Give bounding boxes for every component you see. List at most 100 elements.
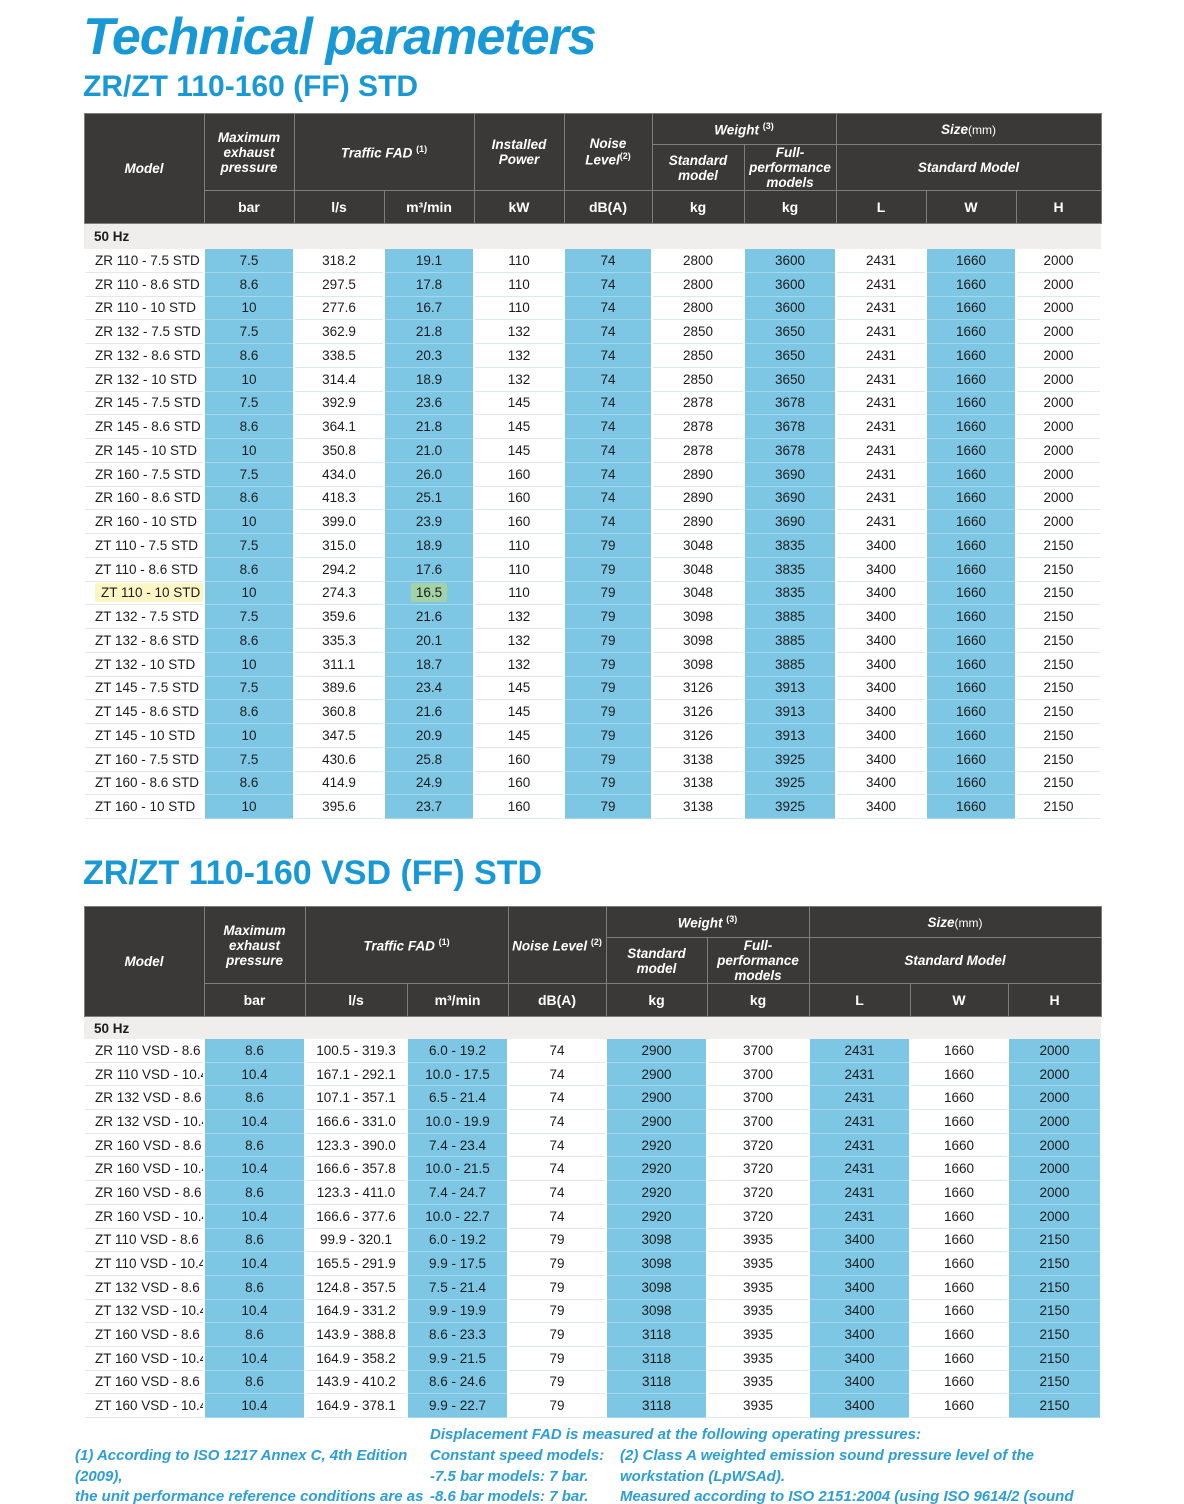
value-cell: 8.6 - 23.3	[405, 1322, 510, 1347]
model-cell: ZT 160 - 10 STD	[83, 794, 205, 819]
model-cell: ZT 160 - 7.5 STD	[83, 747, 205, 772]
value-cell: 3400	[808, 1228, 912, 1253]
value-cell: 399.0	[293, 509, 385, 534]
value-cell: 1660	[925, 391, 1018, 416]
value-cell: 1660	[909, 1062, 1010, 1087]
value-cell: 347.5	[293, 723, 385, 748]
value-cell: 2000	[1015, 249, 1103, 273]
col-noise-level: Noise Level(2)	[563, 113, 653, 191]
value-cell: 389.6	[293, 676, 385, 701]
value-cell: 2150	[1015, 747, 1103, 772]
value-cell: 3690	[743, 486, 838, 511]
value-cell: 3935	[706, 1322, 811, 1347]
value-cell: 145	[473, 414, 566, 439]
value-cell: 2000	[1007, 1062, 1103, 1087]
value-cell: 16.5	[382, 581, 476, 606]
value-cell: 8.6	[203, 1322, 306, 1347]
value-cell: 3700	[706, 1085, 811, 1111]
model-cell: ZR 110 - 10 STD	[83, 296, 205, 321]
model-cell: ZR 132 - 7.5 STD	[83, 319, 205, 344]
value-cell: 1660	[925, 699, 1018, 724]
model-cell: ZR 110 - 7.5 STD	[83, 249, 205, 273]
value-cell: 164.9 - 378.1	[304, 1393, 408, 1418]
value-cell: 110	[473, 533, 566, 558]
value-cell: 2150	[1015, 699, 1103, 724]
value-cell: 7.5	[203, 533, 295, 558]
value-cell: 2000	[1007, 1109, 1103, 1134]
value-cell: 165.5 - 291.9	[304, 1251, 408, 1276]
value-cell: 100.5 - 319.3	[304, 1039, 408, 1063]
value-cell: 79	[563, 628, 654, 653]
col-weight-standard: Standard model	[605, 937, 708, 984]
value-cell: 3400	[835, 557, 928, 582]
value-cell: 10.4	[203, 1062, 306, 1087]
frequency-section-row: 50 Hz	[84, 1016, 1102, 1039]
value-cell: 166.6 - 377.6	[304, 1204, 408, 1229]
value-cell: 2000	[1015, 343, 1103, 368]
value-cell: 8.6	[203, 1039, 306, 1063]
value-cell: 3126	[651, 676, 746, 701]
model-cell: ZR 110 VSD - 8.6 STD	[83, 1039, 205, 1063]
value-cell: 25.8	[382, 747, 476, 772]
value-cell: 24.9	[382, 771, 476, 796]
frequency-label: 50 Hz	[84, 1016, 1102, 1039]
page: Technical parameters ZR/ZT 110-160 (FF) …	[75, 8, 1103, 1504]
model-cell: ZR 132 - 8.6 STD	[83, 343, 205, 368]
value-cell: 160	[473, 486, 566, 511]
value-cell: 395.6	[293, 794, 385, 819]
value-cell: 1660	[925, 723, 1018, 748]
model-cell: ZT 110 VSD - 10.4 STD	[83, 1251, 205, 1276]
value-cell: 3400	[835, 652, 928, 677]
model-cell: ZR 145 - 10 STD	[83, 438, 205, 463]
value-cell: 10.0 - 19.9	[405, 1109, 510, 1134]
value-cell: 18.7	[382, 652, 476, 677]
value-cell: 79	[507, 1299, 608, 1324]
col-weight: Weight (3)	[605, 906, 810, 938]
value-cell: 2150	[1007, 1393, 1103, 1418]
value-cell: 2150	[1015, 628, 1103, 653]
model-cell: ZT 110 - 10 STD	[83, 581, 205, 606]
value-cell: 3925	[743, 771, 838, 796]
value-cell: 3400	[835, 604, 928, 629]
value-cell: 23.4	[382, 676, 476, 701]
value-cell: 2000	[1007, 1085, 1103, 1111]
value-cell: 166.6 - 331.0	[304, 1109, 408, 1134]
value-cell: 74	[563, 343, 654, 368]
value-cell: 314.4	[293, 367, 385, 392]
value-cell: 2431	[835, 296, 928, 321]
value-cell: 3935	[706, 1251, 811, 1276]
value-cell: 2150	[1015, 723, 1103, 748]
value-cell: 110	[473, 557, 566, 582]
value-cell: 3913	[743, 699, 838, 724]
unit-l: L	[808, 983, 911, 1017]
col-size: Size(mm)	[808, 906, 1102, 938]
value-cell: 79	[563, 676, 654, 701]
value-cell: 10	[203, 581, 295, 606]
value-cell: 2431	[835, 462, 928, 487]
value-cell: 2000	[1015, 486, 1103, 511]
value-cell: 3835	[743, 581, 838, 606]
table-row: ZT 110 - 8.6 STD 8.6 294.2 17.6 110 79 3048 383…	[83, 557, 1103, 582]
value-cell: 2431	[835, 367, 928, 392]
value-cell: 124.8 - 357.5	[304, 1275, 408, 1300]
table-row: ZT 132 - 8.6 STD 8.6 335.3 20.1 132 79 3098 388…	[83, 628, 1103, 653]
value-cell: 99.9 - 320.1	[304, 1228, 408, 1253]
value-cell: 3126	[651, 699, 746, 724]
value-cell: 414.9	[293, 771, 385, 796]
value-cell: 10.4	[203, 1109, 306, 1134]
table-row: ZT 145 - 8.6 STD 8.6 360.8 21.6 145 79 3126 391…	[83, 699, 1103, 724]
unit-kg-standard: kg	[651, 190, 745, 224]
unit-bar: bar	[203, 983, 306, 1017]
value-cell: 2920	[605, 1133, 709, 1158]
value-cell: 311.1	[293, 652, 385, 677]
value-cell: 2000	[1007, 1156, 1103, 1182]
value-cell: 107.1 - 357.1	[304, 1085, 408, 1111]
value-cell: 3400	[808, 1393, 912, 1418]
value-cell: 2150	[1015, 676, 1103, 701]
value-cell: 3935	[706, 1275, 811, 1300]
value-cell: 10	[203, 794, 295, 819]
